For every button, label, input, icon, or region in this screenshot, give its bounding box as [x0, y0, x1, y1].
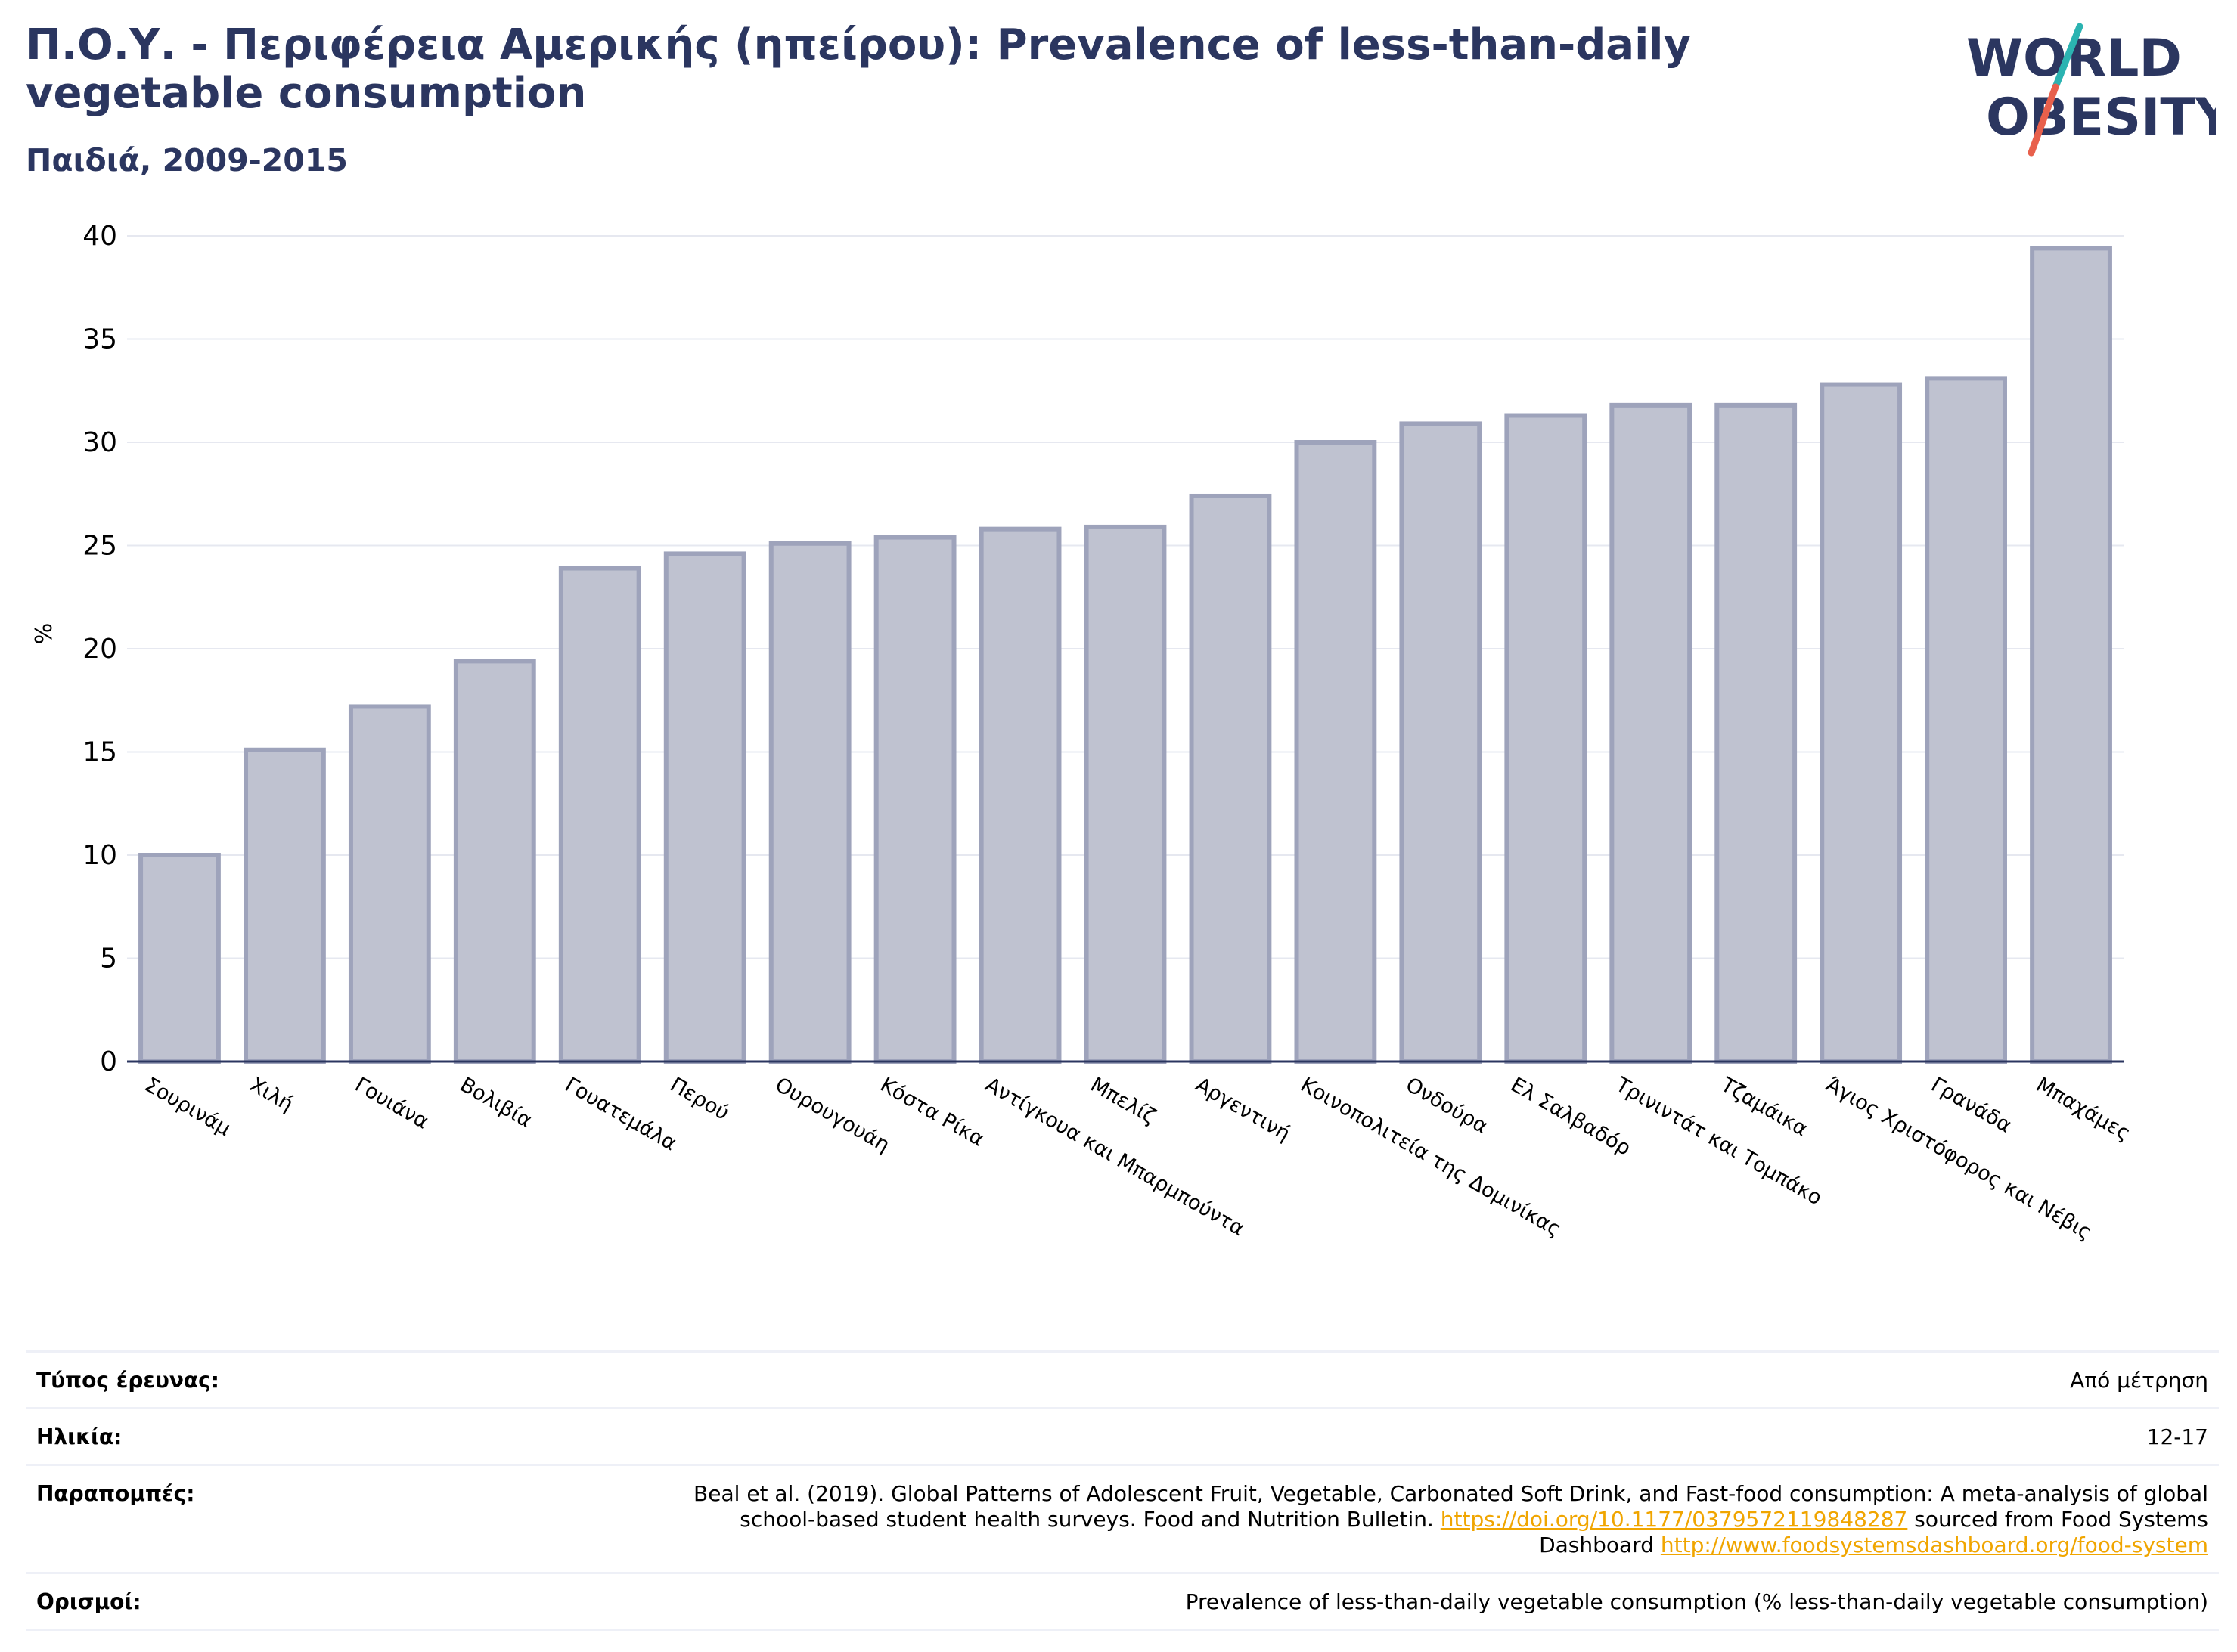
bar — [453, 659, 536, 1064]
x-tick-label: Ονδούρα — [1401, 1073, 1491, 1139]
bar — [979, 526, 1062, 1064]
bars — [138, 246, 2112, 1065]
x-tick-label: Χιλή — [246, 1073, 297, 1116]
x-tick-label: Τζαμάικα — [1716, 1073, 1811, 1142]
references-row: Παραπομπές: Beal et al. (2019). Global P… — [26, 1464, 2219, 1572]
definitions-row: Ορισμοί: Prevalence of less-than-daily v… — [26, 1572, 2219, 1631]
bar — [873, 535, 957, 1064]
age-row: Ηλικία: 12-17 — [26, 1407, 2219, 1464]
references-label: Παραπομπές: — [36, 1481, 195, 1506]
bar — [1504, 413, 1587, 1064]
y-tick-label: 10 — [82, 840, 117, 871]
x-tick-label: Αργεντινή — [1191, 1073, 1294, 1145]
x-tick-label: Γρανάδα — [1927, 1073, 2015, 1137]
bar-chart: 0 5 10 15 20 25 30 35 40 Σουρινάμ Χιλή Γουιάνα Βολι… — [31, 221, 2134, 1244]
bar — [1925, 376, 2007, 1064]
chart-title: Π.Ο.Υ. - Περιφέρεια Αμερικής (ηπείρου): … — [26, 20, 1691, 118]
y-tick-label: 40 — [82, 221, 117, 252]
bar — [1714, 402, 1798, 1064]
bar — [1189, 493, 1272, 1064]
bar — [768, 541, 852, 1064]
y-tick-label: 25 — [82, 531, 117, 562]
bar — [558, 566, 641, 1064]
logo-slash-top — [2052, 23, 2083, 91]
age-label: Ηλικία: — [36, 1424, 123, 1449]
survey-type-row: Τύπος έρευνας: Από μέτρηση — [26, 1350, 2219, 1407]
bar — [138, 853, 221, 1064]
y-tick-label: 35 — [82, 324, 117, 355]
bar — [1399, 421, 1482, 1064]
y-tick-label: 0 — [100, 1046, 117, 1077]
x-tick-label: Γουατεμάλα — [561, 1073, 681, 1155]
y-axis-label: % — [31, 623, 57, 645]
references-text-1: Beal et al. (2019). Global Patterns of A… — [693, 1481, 2208, 1532]
age-value: 12-17 — [2146, 1424, 2208, 1449]
doi-link[interactable]: https://doi.org/10.1177/0379572119848287 — [1440, 1507, 1908, 1532]
bar — [2030, 246, 2112, 1064]
references-text-2: sourced from Food Systems Dashboard — [1539, 1507, 2208, 1557]
survey-type-label: Τύπος έρευνας: — [36, 1368, 219, 1393]
references-value: Beal et al. (2019). Global Patterns of A… — [620, 1481, 2208, 1558]
food-systems-dashboard-link[interactable]: http://www.foodsystemsdashboard.org/food… — [1660, 1533, 2208, 1557]
x-tick-label: Περού — [666, 1073, 733, 1125]
definitions-label: Ορισμοί: — [36, 1589, 141, 1614]
x-tick-labels: Σουρινάμ Χιλή Γουιάνα Βολιβία ΓουατεμάλαΠερο… — [141, 1073, 2134, 1244]
chart-subtitle: Παιδιά, 2009-2015 — [26, 142, 348, 178]
y-tick-label: 15 — [82, 737, 117, 768]
x-tick-label: Βολιβία — [456, 1073, 536, 1133]
y-tick-label: 5 — [100, 944, 117, 975]
world-obesity-logo: WORLD OBESITY — [1966, 23, 2216, 157]
metadata-table: Τύπος έρευνας: Από μέτρηση Ηλικία: 12-17… — [26, 1350, 2219, 1631]
bar — [1084, 524, 1167, 1064]
bar — [1609, 402, 1692, 1064]
y-tick-label: 20 — [82, 634, 117, 665]
bar — [663, 551, 746, 1064]
bar — [1294, 440, 1377, 1064]
x-tick-label: Μπελίζ — [1087, 1073, 1160, 1129]
y-tick-labels: 0 5 10 15 20 25 30 35 40 — [82, 221, 117, 1077]
bar — [348, 704, 431, 1064]
x-tick-label: Μπαχάμες — [2032, 1073, 2134, 1145]
x-tick-label: Γουιάνα — [351, 1073, 433, 1133]
bar — [244, 747, 326, 1065]
logo-text-obesity: OBESITY — [1986, 88, 2216, 147]
y-tick-label: 30 — [82, 427, 117, 458]
x-tick-label: Κόστα Ρίκα — [876, 1073, 988, 1151]
definitions-value: Prevalence of less-than-daily vegetable … — [1185, 1589, 2208, 1614]
survey-type-value: Από μέτρηση — [2070, 1368, 2208, 1393]
x-tick-label: Σουρινάμ — [141, 1073, 234, 1141]
bar — [1820, 382, 1903, 1064]
x-tick-label: Ουρουγουάη — [771, 1073, 894, 1157]
logo-slash-bottom — [2028, 83, 2059, 157]
